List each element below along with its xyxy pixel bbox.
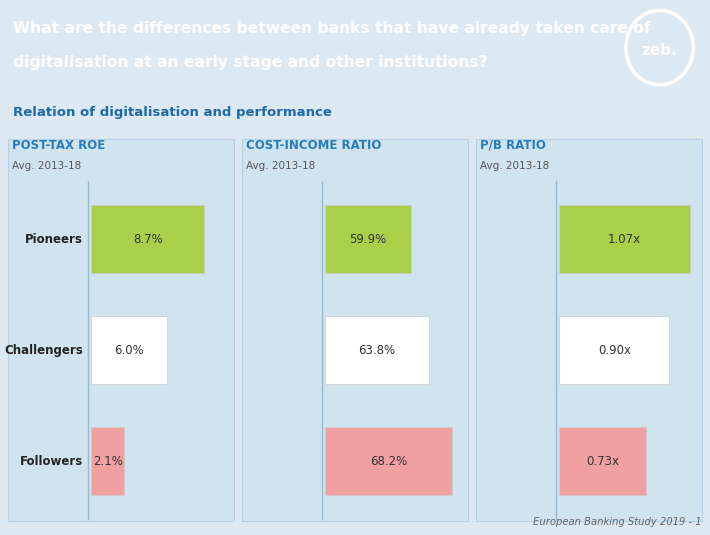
FancyBboxPatch shape: [476, 139, 702, 521]
Text: 68.2%: 68.2%: [370, 455, 408, 468]
Text: 0.90x: 0.90x: [598, 344, 631, 357]
Text: zeb.: zeb.: [642, 43, 677, 58]
Text: COST-INCOME RATIO: COST-INCOME RATIO: [246, 139, 381, 152]
FancyBboxPatch shape: [91, 427, 124, 495]
Text: European Banking Study 2019 - 1: European Banking Study 2019 - 1: [533, 517, 702, 527]
Text: What are the differences between banks that have already taken care of: What are the differences between banks t…: [13, 21, 650, 36]
FancyBboxPatch shape: [325, 205, 410, 273]
Text: Challengers: Challengers: [4, 344, 83, 357]
FancyBboxPatch shape: [325, 427, 452, 495]
FancyBboxPatch shape: [559, 317, 670, 385]
Text: 6.0%: 6.0%: [114, 344, 144, 357]
Text: Relation of digitalisation and performance: Relation of digitalisation and performan…: [13, 105, 332, 119]
FancyBboxPatch shape: [559, 427, 646, 495]
Text: POST-TAX ROE: POST-TAX ROE: [12, 139, 105, 152]
Text: 59.9%: 59.9%: [349, 233, 386, 246]
FancyBboxPatch shape: [325, 317, 429, 385]
Text: 1.07x: 1.07x: [608, 233, 641, 246]
Text: Avg. 2013-18: Avg. 2013-18: [480, 161, 550, 171]
Text: Pioneers: Pioneers: [26, 233, 83, 246]
Text: Followers: Followers: [20, 455, 83, 468]
FancyBboxPatch shape: [91, 205, 204, 273]
Text: Avg. 2013-18: Avg. 2013-18: [12, 161, 81, 171]
FancyBboxPatch shape: [8, 139, 234, 521]
FancyBboxPatch shape: [91, 317, 167, 385]
Text: Avg. 2013-18: Avg. 2013-18: [246, 161, 315, 171]
Text: 63.8%: 63.8%: [359, 344, 395, 357]
Text: P/B RATIO: P/B RATIO: [480, 139, 546, 152]
FancyBboxPatch shape: [242, 139, 468, 521]
Text: 0.73x: 0.73x: [586, 455, 619, 468]
Text: digitalisation at an early stage and other institutions?: digitalisation at an early stage and oth…: [13, 55, 487, 70]
Text: 8.7%: 8.7%: [133, 233, 163, 246]
Text: 2.1%: 2.1%: [93, 455, 123, 468]
FancyBboxPatch shape: [559, 205, 690, 273]
